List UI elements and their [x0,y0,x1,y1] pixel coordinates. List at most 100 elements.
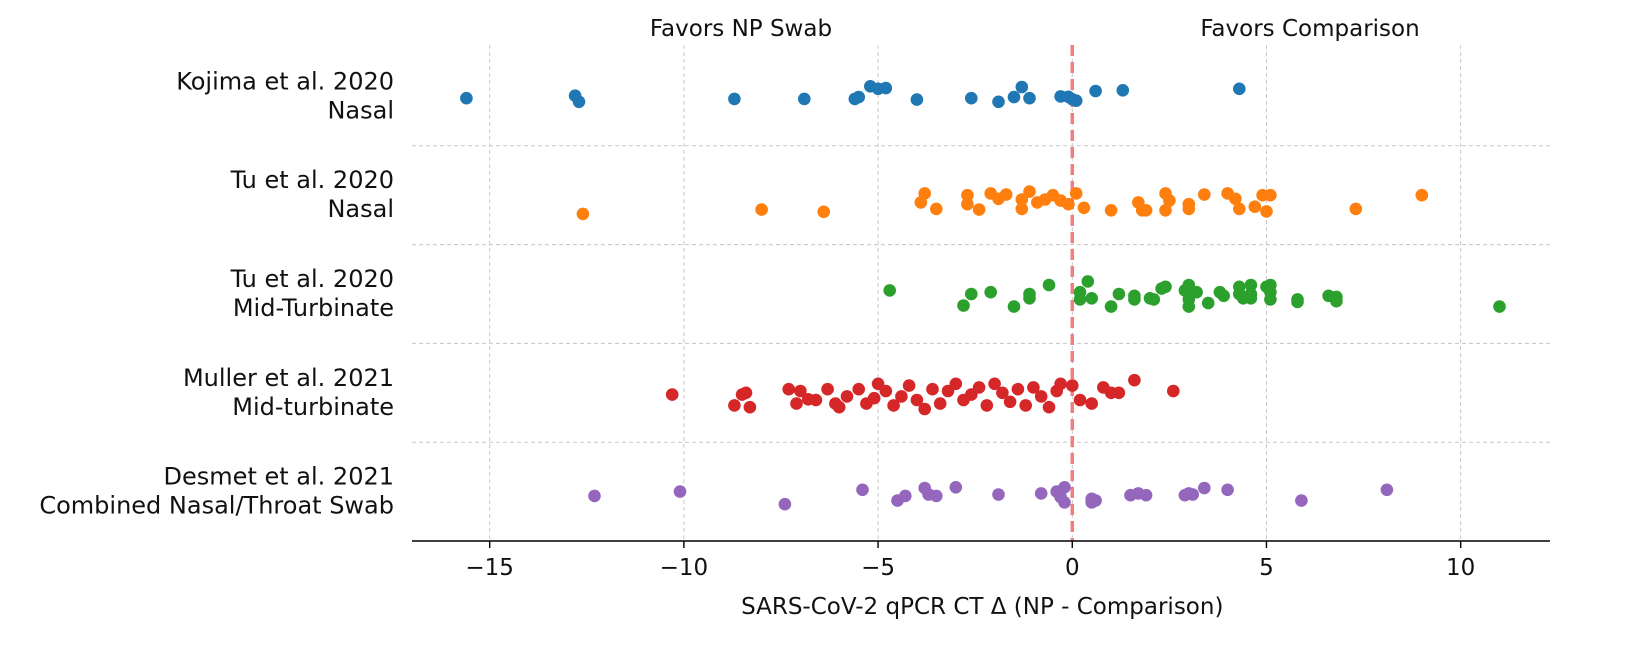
data-point [988,377,1001,391]
points-layer [460,80,1506,511]
data-point [1116,84,1130,97]
data-point [728,399,741,412]
data-point [879,81,893,95]
data-point [910,393,924,407]
row-label-study: Muller et al. 2021 [183,364,394,392]
data-point [1015,193,1029,206]
data-point [1233,202,1246,216]
row-label-sample: Mid-Turbinate [233,294,394,322]
data-point [809,393,823,407]
data-point [1027,381,1040,394]
row-label-study: Tu et al. 2020 [230,166,394,194]
data-point [794,384,807,398]
data-point [1198,188,1211,201]
data-point [1147,293,1161,306]
data-point [1139,488,1153,502]
data-point [572,95,586,109]
data-point [673,485,687,498]
data-point [1128,373,1141,387]
data-point [460,91,473,105]
data-point [798,92,811,106]
data-point [1201,296,1215,310]
data-point [755,203,768,216]
data-point [949,481,963,494]
data-point [1260,205,1273,218]
data-point [926,382,939,396]
data-point [984,285,997,299]
data-point [1104,300,1118,313]
row-label-sample: Mid-turbinate [232,393,394,421]
data-point [972,203,986,216]
x-axis-title: SARS-CoV-2 qPCR CT Δ (NP - Comparison) [741,594,1223,620]
data-point [1023,91,1036,105]
data-point [1264,188,1277,202]
data-point [1058,496,1071,509]
data-point [999,188,1013,201]
data-point [1023,292,1036,305]
data-point [1163,194,1176,207]
data-point [1015,80,1029,94]
data-point [1019,399,1032,412]
row-label-study: Tu et al. 2020 [230,265,394,293]
data-point [1085,397,1098,410]
data-point [972,381,986,394]
data-point [1007,300,1021,313]
data-point [1058,481,1071,494]
data-point [1042,400,1056,414]
data-point [1085,292,1098,305]
row-label-sample: Nasal [327,96,394,124]
row-label-study: Desmet et al. 2021 [164,463,394,491]
data-point [887,399,900,412]
x-tick-label: −15 [465,555,514,581]
data-point [902,379,916,392]
data-point [1264,293,1277,306]
data-point [832,400,846,414]
x-tick-label: −10 [660,555,709,581]
data-point [1066,379,1079,392]
axis-layer: −15 −10 −5 0 5 10 SARS-CoV-2 qPCR CT Δ (NP - C… [412,540,1550,620]
data-point [1248,200,1262,213]
data-point [910,93,924,106]
data-point [1023,185,1036,198]
data-point [961,197,974,211]
data-point [933,397,947,410]
data-point [1069,94,1083,107]
data-point [1042,278,1056,292]
x-tick-label: 5 [1259,555,1274,581]
data-point [1062,197,1075,211]
data-point [728,92,741,106]
data-point [1073,393,1087,407]
data-point [790,397,803,410]
data-point [895,390,908,403]
data-point [588,489,601,503]
data-point [1380,483,1394,497]
row-label-sample: Combined Nasal/Throat Swab [39,492,394,520]
data-point [918,402,931,416]
data-point [1198,481,1211,495]
favors-comparison-label: Favors Comparison [1200,16,1419,42]
data-point [1493,300,1506,313]
data-point [1349,202,1363,216]
data-point [914,196,928,209]
data-point [782,382,795,396]
data-point [1007,90,1021,104]
data-point [949,377,963,391]
data-point [879,384,893,398]
data-point [840,390,854,403]
data-point [992,95,1005,109]
data-point [1034,487,1048,500]
data-point [852,90,865,104]
data-point [1233,82,1246,96]
data-point [821,382,834,396]
data-point [1054,377,1067,391]
data-point [1217,289,1230,303]
data-point [1295,494,1308,507]
data-point [1073,293,1087,306]
data-point [1291,295,1304,309]
data-point [1128,293,1141,306]
data-point [1190,285,1203,299]
grid-layer [412,45,1550,541]
